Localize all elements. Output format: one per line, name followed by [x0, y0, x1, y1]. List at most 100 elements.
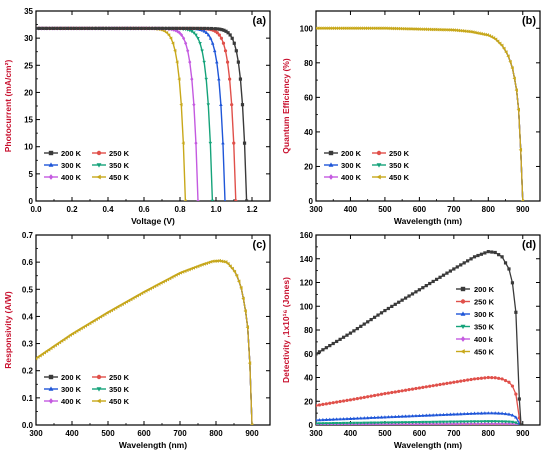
data-point [507, 420, 511, 424]
data-point [466, 378, 470, 382]
data-point [202, 29, 207, 33]
legend-marker [460, 311, 466, 316]
data-point [458, 412, 463, 416]
data-point [510, 413, 515, 417]
y-tick-label: 100 [300, 302, 314, 311]
data-point [514, 421, 518, 425]
data-point [182, 36, 186, 41]
x-tick-label: 800 [482, 429, 496, 438]
y-tick-label: 0 [309, 197, 314, 206]
data-point [111, 26, 115, 30]
data-point [316, 418, 318, 422]
x-tick-label: 600 [413, 429, 427, 438]
data-point [195, 26, 200, 30]
data-point [181, 26, 186, 30]
data-point [85, 322, 90, 327]
data-point [446, 27, 450, 32]
data-point [328, 422, 332, 425]
data-point [178, 26, 182, 30]
legend-marker [460, 299, 466, 304]
data-point [359, 421, 363, 425]
legend-entry-label: 350 K [389, 161, 410, 170]
data-point [247, 361, 252, 365]
legend-marker [96, 387, 102, 392]
data-point [514, 415, 518, 419]
data-point [324, 417, 329, 421]
data-point [386, 306, 390, 311]
data-point [87, 321, 92, 326]
data-point [410, 292, 415, 296]
legend-marker [460, 336, 466, 342]
data-point [493, 411, 497, 415]
data-point [397, 300, 401, 304]
data-point [210, 199, 215, 201]
y-tick-label: 140 [300, 255, 314, 264]
data-point [167, 26, 171, 30]
x-tick-label: 600 [413, 205, 427, 214]
data-point [452, 412, 456, 416]
legend-entry-label: 250 K [109, 373, 130, 382]
data-point [104, 26, 108, 30]
x-tick-label: 500 [101, 429, 115, 438]
data-point [410, 421, 415, 425]
data-point [162, 29, 167, 34]
legend-entry-label: 200 K [341, 149, 362, 158]
data-point [458, 28, 463, 33]
legend-marker [376, 163, 382, 168]
data-point [240, 103, 245, 107]
data-point [383, 415, 387, 419]
data-point [139, 26, 143, 30]
data-point [321, 402, 325, 406]
data-point [328, 343, 332, 348]
data-point [431, 279, 435, 284]
data-point [336, 26, 341, 31]
y-tick-label: 100 [300, 24, 314, 33]
x-tick-label: 900 [516, 205, 530, 214]
data-point [366, 395, 370, 399]
data-point [200, 262, 204, 267]
data-point [135, 293, 139, 298]
data-point [479, 411, 484, 415]
data-point [477, 31, 481, 36]
data-point [179, 32, 184, 38]
data-point [53, 343, 57, 348]
data-point [404, 26, 409, 31]
panel-b: 300 400 500 600 700 800 900 0 20 40 60 80 100 Wavelen… [281, 10, 541, 226]
y-tick-label: 30 [24, 34, 33, 43]
data-point [217, 33, 221, 37]
data-point [500, 420, 504, 424]
data-point [81, 325, 85, 329]
data-point [36, 355, 40, 359]
data-point [375, 26, 380, 31]
y-tick-label: 120 [300, 279, 314, 288]
data-point [62, 337, 66, 342]
data-point [345, 421, 349, 425]
legend: 200 K 250 K 300 K 350 K 400 k 450 K [456, 285, 495, 357]
data-point [181, 141, 185, 145]
data-point [379, 392, 384, 396]
data-point [386, 391, 390, 395]
y-tick-label: 0.7 [22, 231, 34, 240]
data-point [55, 26, 59, 30]
data-point [202, 60, 206, 65]
data-point [174, 26, 178, 30]
data-point [455, 265, 459, 269]
data-point [373, 26, 378, 31]
data-point [341, 399, 346, 403]
data-point [132, 26, 136, 30]
data-point [76, 26, 80, 30]
data-point [500, 377, 504, 381]
data-point [335, 339, 339, 344]
data-point [403, 414, 408, 418]
data-point [417, 27, 421, 32]
data-point [516, 107, 520, 112]
data-point [328, 26, 332, 31]
data-point [431, 27, 436, 32]
data-point [49, 346, 53, 351]
data-point [188, 60, 192, 65]
y-axis-label: Quantum Efficiency (%) [281, 58, 291, 154]
data-point [105, 310, 109, 315]
data-point [324, 422, 329, 425]
data-point [115, 26, 119, 30]
data-point [506, 54, 510, 59]
